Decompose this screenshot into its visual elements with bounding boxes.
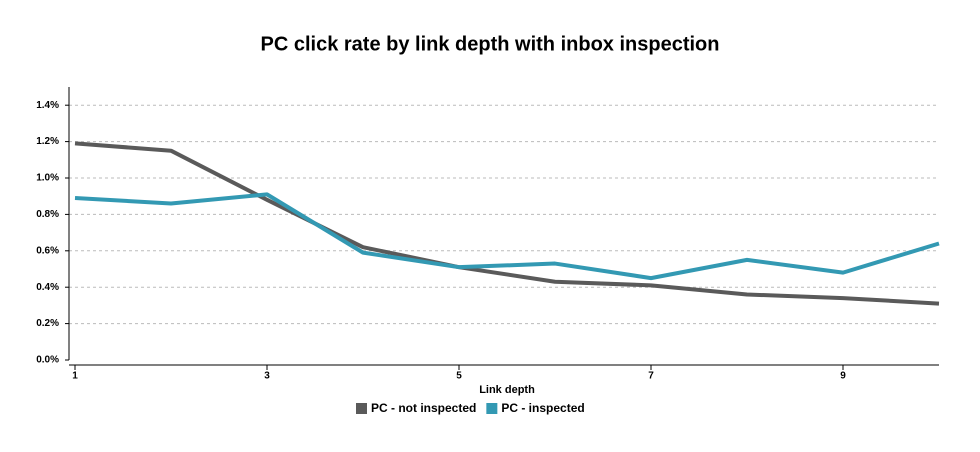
legend-label: PC - not inspected	[371, 401, 476, 415]
legend-swatch	[356, 403, 367, 414]
y-tick-label: 1.0%	[36, 173, 59, 184]
y-tick-label: 0.4%	[36, 282, 59, 293]
x-tick-label: 1	[72, 371, 78, 382]
y-tick-label: 0.0%	[36, 355, 59, 366]
x-axis-label: Link depth	[479, 384, 535, 396]
y-tick-label: 0.2%	[36, 318, 59, 329]
y-tick-label: 1.4%	[36, 100, 59, 111]
y-tick-label: 0.6%	[36, 245, 59, 256]
x-tick-label: 9	[840, 371, 846, 382]
legend-swatch	[486, 403, 498, 414]
y-tick-label: 0.8%	[36, 209, 59, 220]
chart-title: PC click rate by link depth with inbox i…	[261, 33, 720, 55]
legend-label: PC - inspected	[501, 401, 584, 415]
y-tick-label: 1.2%	[36, 136, 59, 147]
x-tick-label: 3	[264, 371, 270, 382]
series-line	[74, 141, 940, 306]
series-line	[74, 192, 940, 281]
x-tick-label: 5	[456, 371, 462, 382]
x-tick-label: 7	[648, 371, 654, 382]
